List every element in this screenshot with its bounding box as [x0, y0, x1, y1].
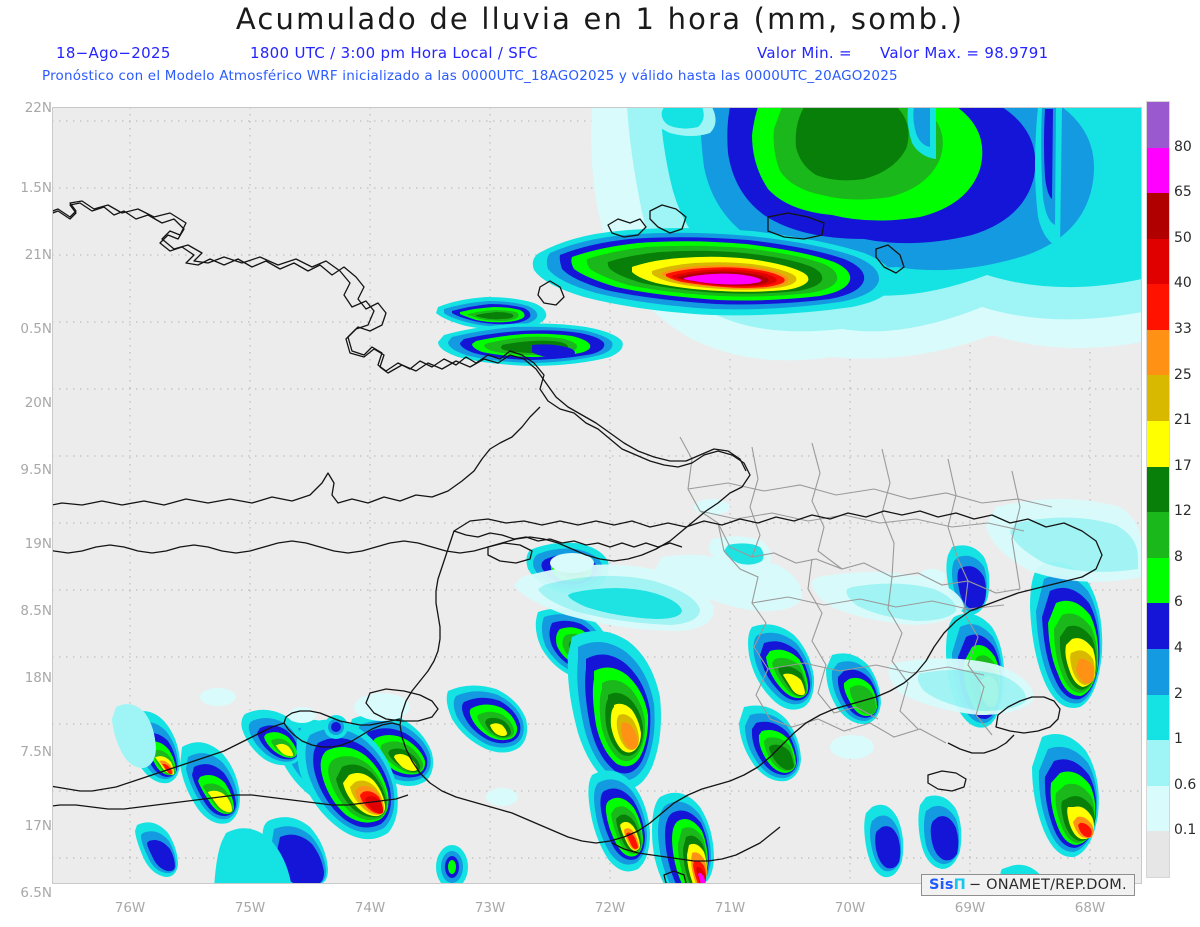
page-title: Acumulado de lluvia en 1 hora (mm, somb.… [235, 2, 965, 36]
colorbar-label: 33 [1174, 320, 1192, 337]
colorbar-label: 65 [1174, 184, 1192, 201]
y-tick-0: 22N [24, 100, 52, 116]
colorbar-band [1147, 421, 1169, 467]
colorbar-band [1147, 329, 1169, 376]
colorbar-band [1147, 147, 1169, 194]
colorbar-band [1147, 466, 1169, 513]
colorbar-label: 6 [1174, 594, 1183, 611]
sispi-logo-sis: Sis [929, 877, 954, 893]
x-tick-7: 69W [954, 900, 986, 916]
colorbar-band [1147, 238, 1169, 285]
x-tick-6: 70W [834, 900, 866, 916]
colorbar-label: 80 [1174, 138, 1192, 155]
cuba-east-band [438, 323, 623, 366]
province-borders [679, 436, 1053, 744]
y-tick-1: 1.5N [20, 180, 52, 196]
colorbar-label: 17 [1174, 457, 1192, 474]
y-tick-11: 6.5N [20, 885, 52, 901]
x-tick-0: 76W [114, 900, 146, 916]
forecast-time: 1800 UTC / 3:00 pm Hora Local / SFC [250, 44, 538, 62]
small-north-cells [650, 107, 1062, 247]
x-tick-4: 72W [594, 900, 626, 916]
y-tick-9: 7.5N [20, 744, 52, 760]
precipitation-shading [112, 107, 1142, 884]
colorbar-label: 4 [1174, 640, 1183, 657]
colorbar-label: 1 [1174, 731, 1183, 748]
forecast-date: 18−Ago−2025 [56, 44, 171, 62]
colorbar-label: 21 [1174, 412, 1192, 429]
colorbar-label: 8 [1174, 548, 1183, 565]
southwest-cells [112, 704, 398, 884]
x-tick-2: 74W [354, 900, 386, 916]
model-description: Pronóstico con el Modelo Atmosférico WRF… [42, 68, 898, 84]
y-tick-2: 21N [24, 247, 52, 263]
y-tick-6: 19N [24, 536, 52, 552]
y-tick-8: 18N [24, 670, 52, 686]
colorbar-band [1147, 740, 1169, 786]
colorbar-band [1147, 284, 1169, 330]
coastlines-and-borders [52, 200, 1103, 884]
colorbar-band [1147, 694, 1169, 741]
value-max-label: Valor Max. = 98.9791 [880, 44, 1049, 62]
small-cells [324, 715, 468, 884]
colorbar-label: 0.6 [1174, 776, 1197, 793]
nw-band [436, 297, 547, 330]
attribution-badge: Sis Π − ONAMET/REP.DOM. [921, 874, 1135, 896]
x-tick-8: 68W [1074, 900, 1106, 916]
colorbar-band [1147, 603, 1169, 649]
colorbar-label: 12 [1174, 503, 1192, 520]
colorbar-band [1147, 102, 1169, 148]
y-tick-3: 0.5N [20, 321, 52, 337]
north-system [532, 107, 1142, 361]
colorbar-band [1147, 193, 1169, 239]
y-tick-10: 17N [24, 818, 52, 834]
coastlines [52, 200, 1103, 884]
x-tick-1: 75W [234, 900, 266, 916]
x-tick-5: 71W [714, 900, 746, 916]
value-min-label: Valor Min. = [757, 44, 852, 62]
colorbar-band [1147, 648, 1169, 695]
colorbar-band [1147, 512, 1169, 558]
colorbar-label: 2 [1174, 685, 1183, 702]
colorbar-band [1147, 557, 1169, 604]
y-tick-4: 20N [24, 395, 52, 411]
precipitation-map [52, 107, 1142, 884]
colorbar-label: 40 [1174, 275, 1192, 292]
scattered-light [200, 499, 946, 806]
colorbar-label: 25 [1174, 366, 1192, 383]
colorbar-band [1147, 785, 1169, 832]
light-haze [514, 499, 1142, 715]
y-tick-7: 8.5N [20, 603, 52, 619]
x-tick-3: 73W [474, 900, 506, 916]
colorbar [1146, 101, 1170, 878]
colorbar-label: 50 [1174, 229, 1192, 246]
y-tick-5: 9.5N [20, 462, 52, 478]
colorbar-band [1147, 831, 1169, 877]
sispi-logo-pi: Π [953, 877, 966, 893]
organization-label: − ONAMET/REP.DOM. [969, 877, 1127, 893]
colorbar-label: 0.1 [1174, 822, 1197, 839]
colorbar-band [1147, 375, 1169, 422]
